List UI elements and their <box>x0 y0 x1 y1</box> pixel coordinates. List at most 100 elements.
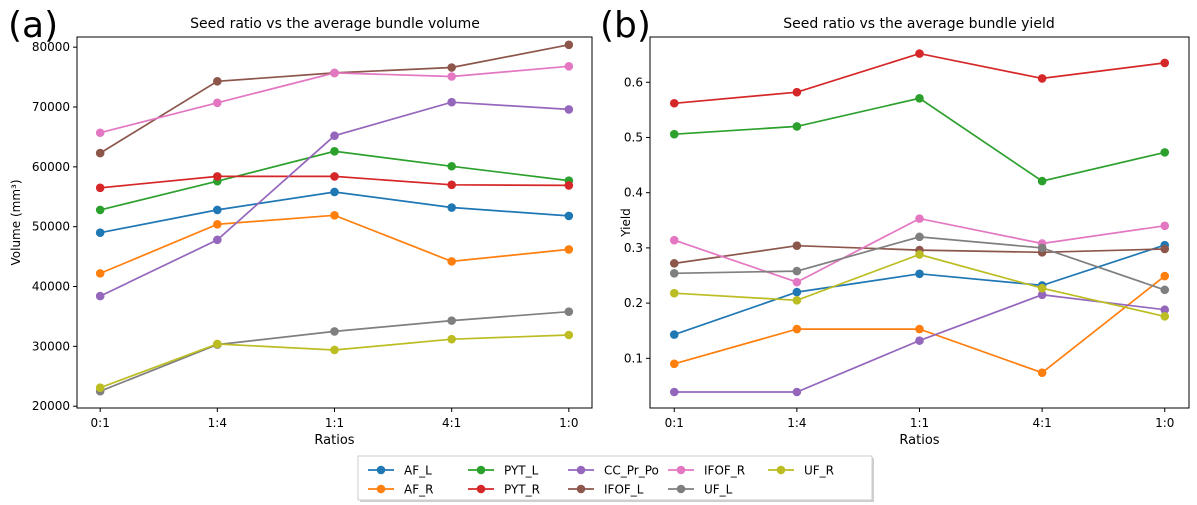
legend-marker <box>676 484 686 494</box>
legend-entry: IFOF_L <box>568 483 644 497</box>
data-point <box>447 72 456 81</box>
legend-marker <box>576 484 586 494</box>
x-tick-label: 1:4 <box>787 416 806 430</box>
data-point <box>213 219 222 229</box>
legend-entry: IFOF_R <box>668 464 745 478</box>
data-point <box>564 62 574 71</box>
data-point <box>564 307 574 316</box>
legend-marker <box>476 465 486 475</box>
x-tick-label: 1:0 <box>559 416 578 430</box>
y-tick-label: 0.2 <box>624 296 643 310</box>
data-point <box>447 161 456 171</box>
x-axis-label: Ratios <box>899 433 939 448</box>
series-UF_R <box>669 250 1170 321</box>
legend-label: PYT_R <box>504 483 540 497</box>
data-point <box>1160 271 1170 281</box>
chart-title: Seed ratio vs the average bundle volume <box>190 16 480 32</box>
legend-entry: PYT_L <box>468 464 539 478</box>
data-point <box>447 316 456 325</box>
data-point <box>669 268 679 278</box>
data-point <box>330 327 339 336</box>
series-CC_Pr_Po <box>669 290 1170 397</box>
data-point <box>669 387 679 397</box>
panel-label: (a) <box>8 5 58 46</box>
x-tick-label: 0:1 <box>665 416 684 430</box>
series-AF_L <box>95 187 574 237</box>
legend-marker <box>576 465 586 475</box>
x-tick-label: 1:4 <box>208 416 227 430</box>
data-point <box>1160 312 1170 321</box>
data-point <box>669 288 679 298</box>
data-point <box>330 187 339 197</box>
data-point <box>564 40 574 50</box>
legend-entry: UF_R <box>768 464 834 478</box>
y-tick-label: 70000 <box>32 100 70 114</box>
chart-title: Seed ratio vs the average bundle yield <box>783 16 1054 32</box>
y-tick-label: 0.4 <box>624 186 643 200</box>
data-point <box>564 330 574 340</box>
data-point <box>447 180 456 190</box>
data-point <box>95 128 105 138</box>
data-point <box>213 76 222 86</box>
legend-label: UF_R <box>804 464 834 478</box>
y-tick-label: 0.3 <box>624 241 643 255</box>
data-point <box>564 211 574 221</box>
data-point <box>564 181 574 190</box>
series-line <box>99 101 569 297</box>
y-tick-label: 0.6 <box>624 75 643 89</box>
y-tick-label: 0.5 <box>624 130 643 144</box>
legend-marker <box>776 465 786 475</box>
series-AF_R <box>95 211 574 278</box>
y-tick-label: 40000 <box>32 280 70 294</box>
series-line <box>674 275 1166 374</box>
data-point <box>792 287 802 297</box>
legend: AF_L AF_R PYT_L PYT_R CC_Pr_Po IFOF_L IFOF_R UF… <box>357 455 874 502</box>
data-point <box>792 277 802 287</box>
y-tick-label: 80000 <box>32 40 70 54</box>
data-point <box>1160 58 1170 68</box>
data-point <box>330 146 339 156</box>
x-tick-label: 1:0 <box>1155 416 1174 430</box>
data-point <box>1160 148 1170 157</box>
data-point <box>792 387 802 397</box>
data-point <box>792 241 802 250</box>
data-point <box>915 269 924 279</box>
data-point <box>564 245 574 254</box>
x-tick-label: 4:1 <box>442 416 461 430</box>
data-point <box>447 63 456 72</box>
legend-marker <box>676 465 686 475</box>
data-point <box>95 291 105 301</box>
legend-entry: UF_L <box>668 483 733 497</box>
data-point <box>95 183 105 193</box>
legend-marker <box>376 484 386 494</box>
data-point <box>330 172 339 181</box>
data-point <box>1037 290 1047 300</box>
data-point <box>1160 244 1170 254</box>
data-point <box>213 98 222 108</box>
data-point <box>792 266 802 276</box>
data-point <box>1037 283 1047 293</box>
legend-marker <box>376 465 386 475</box>
data-point <box>447 97 456 107</box>
data-point <box>213 205 222 215</box>
x-tick-label: 1:1 <box>325 416 344 430</box>
data-point <box>447 257 456 266</box>
legend-label: IFOF_R <box>704 464 745 478</box>
data-point <box>95 383 105 392</box>
series-line <box>99 214 569 275</box>
data-point <box>792 122 802 131</box>
data-point <box>669 129 679 139</box>
data-point <box>915 214 924 223</box>
data-point <box>669 359 679 369</box>
series-line <box>674 236 1165 291</box>
y-tick-label: 60000 <box>32 160 70 174</box>
data-point <box>915 232 924 242</box>
data-point <box>915 324 924 334</box>
data-point <box>792 324 802 334</box>
series-UF_L <box>669 232 1170 295</box>
data-point <box>1160 285 1170 295</box>
data-point <box>213 339 222 349</box>
data-point <box>915 250 924 259</box>
data-point <box>95 205 105 215</box>
